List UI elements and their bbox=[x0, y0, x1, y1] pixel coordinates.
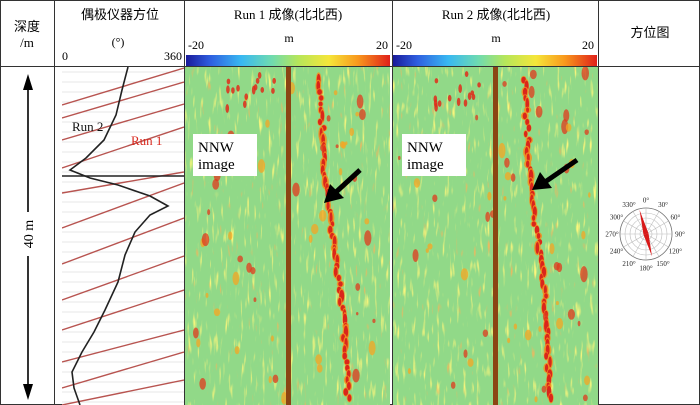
run1-orientation-curve bbox=[62, 67, 184, 405]
rose-angle-label: 60° bbox=[671, 214, 681, 222]
run2-arrow-icon bbox=[532, 157, 579, 190]
run2-scale-max: 20 bbox=[582, 38, 594, 52]
svg-text:NNW: NNW bbox=[407, 140, 444, 156]
depth-label: 40 m bbox=[22, 220, 37, 249]
run2-curve-label: Run 2 bbox=[72, 119, 103, 134]
orientation-scale-unit: (°) bbox=[112, 35, 125, 49]
run1-colorbar bbox=[186, 55, 390, 66]
run2-borehole-line bbox=[493, 67, 498, 405]
rose-angle-label: 150° bbox=[656, 260, 670, 268]
run2-image bbox=[393, 67, 598, 405]
run2-scale-unit: m bbox=[491, 31, 501, 45]
orientation-header: 偶极仪器方位 bbox=[81, 7, 159, 22]
depth-header-line2: /m bbox=[20, 35, 34, 50]
run2-colorbar bbox=[393, 55, 597, 66]
run1-scale-max: 20 bbox=[376, 38, 388, 52]
rose-petal bbox=[643, 233, 652, 257]
rose-angle-label: 270° bbox=[605, 231, 619, 239]
azimuth-header: 方位图 bbox=[630, 25, 669, 40]
run1-image-label: NNW image bbox=[193, 134, 257, 176]
rose-angle-label: 180° bbox=[639, 265, 653, 273]
run1-scale-min: -20 bbox=[188, 38, 204, 52]
run2-image-label: NNW image bbox=[402, 134, 466, 176]
rose-angle-label: 120° bbox=[669, 248, 683, 256]
rose-angle-label: 240° bbox=[610, 248, 624, 256]
orientation-scale-max: 360 bbox=[164, 49, 182, 63]
rose-petal bbox=[639, 209, 649, 235]
svg-text:NNW: NNW bbox=[198, 140, 235, 156]
svg-text:image: image bbox=[198, 157, 235, 173]
rose-angle-label: 90° bbox=[675, 231, 685, 239]
run2-orientation-curve bbox=[68, 67, 170, 405]
orientation-scale-min: 0 bbox=[62, 49, 68, 63]
run1-image bbox=[185, 67, 390, 405]
run2-scale-min: -20 bbox=[396, 38, 412, 52]
run1-header: Run 1 成像(北北西) bbox=[234, 7, 342, 22]
depth-header-line1: 深度 bbox=[14, 19, 40, 34]
svg-text:image: image bbox=[407, 157, 444, 173]
rose-angle-label: 330° bbox=[622, 201, 636, 209]
run1-scale-unit: m bbox=[284, 31, 294, 45]
run1-arrow-icon bbox=[324, 168, 362, 203]
azimuth-rose-diagram: 0° 30°60° 90° 120° 150°180°210° 240° 270° 300° 3… bbox=[605, 197, 685, 273]
run2-header: Run 2 成像(北北西) bbox=[442, 7, 550, 22]
rose-angle-label: 30° bbox=[658, 201, 668, 209]
rose-angle-label: 300° bbox=[610, 214, 624, 222]
run1-curve-label: Run 1 bbox=[131, 133, 162, 148]
orientation-panel: Run 2 Run 1 bbox=[62, 67, 184, 405]
run1-borehole-line bbox=[286, 67, 291, 405]
rose-angle-label: 210° bbox=[622, 260, 636, 268]
rose-angle-label: 0° bbox=[643, 197, 650, 205]
